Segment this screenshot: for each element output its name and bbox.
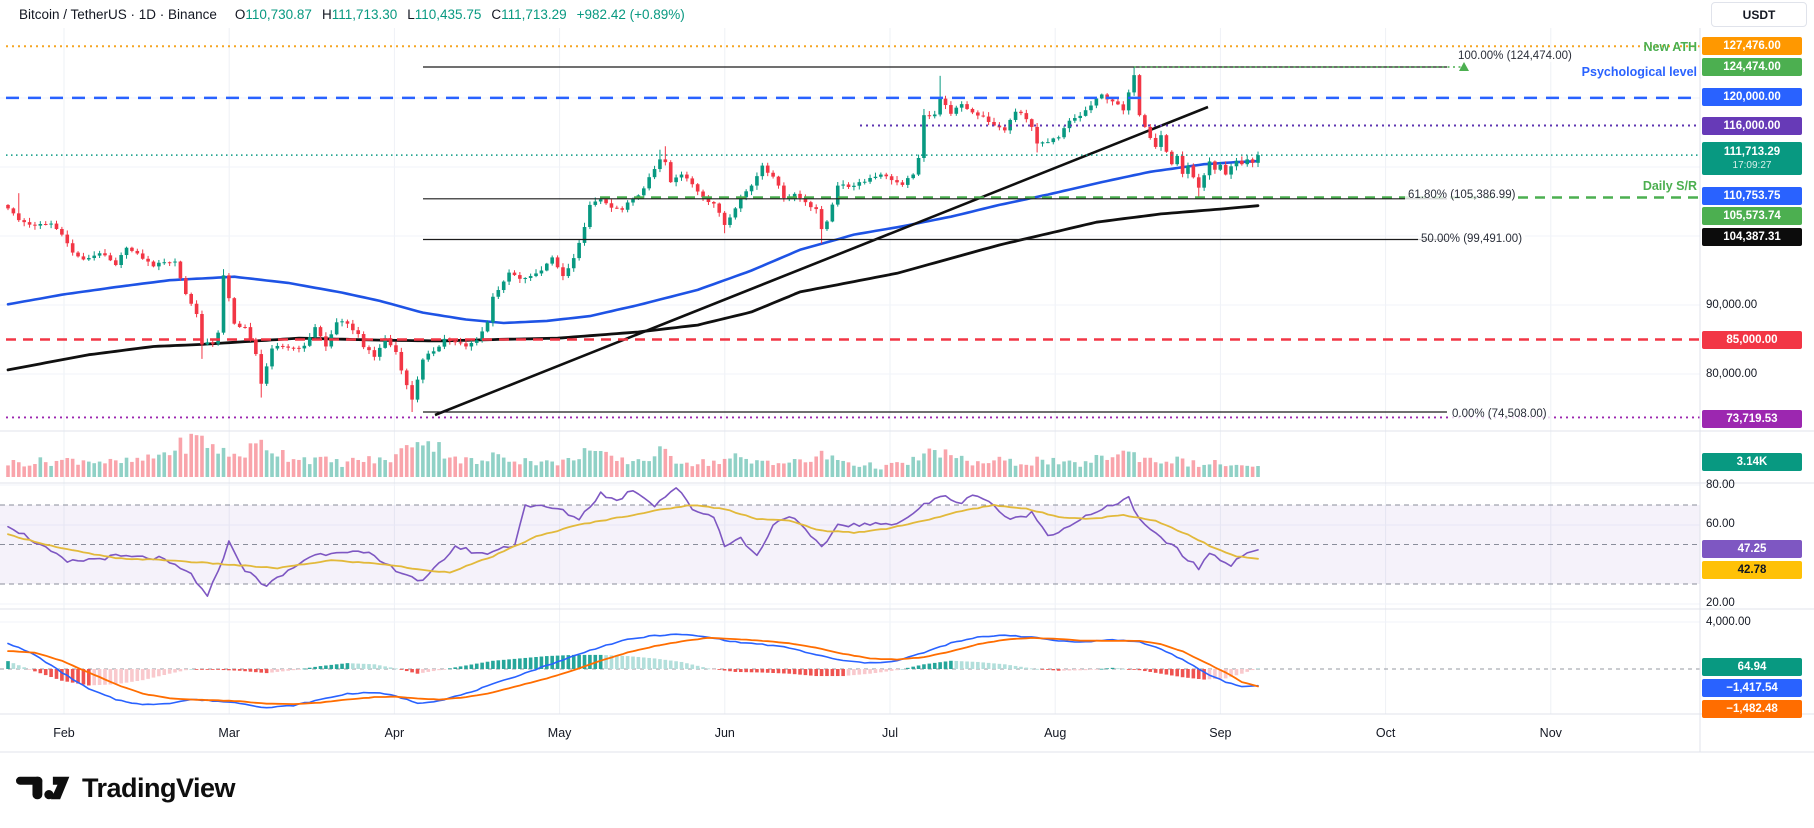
- annotation-new-ath[interactable]: New ATH: [1643, 40, 1697, 54]
- time-axis-label: Feb: [53, 726, 75, 740]
- close-value: 111,713.29: [501, 6, 567, 22]
- volume-bars: [6, 433, 1260, 477]
- chart-legend: Bitcoin / TetherUS · 1D · Binance O110,7…: [0, 0, 1709, 28]
- time-axis-label: Sep: [1209, 726, 1232, 740]
- price-axis-label[interactable]: 64.94: [1702, 658, 1802, 676]
- ma-slow-line: [6, 204, 1260, 372]
- gridlines: [0, 28, 1700, 714]
- tradingview-logo-text: TradingView: [82, 772, 236, 803]
- annotation-daily-sr[interactable]: Daily S/R: [1642, 179, 1697, 193]
- trendline: [434, 105, 1209, 417]
- time-axis-label: Jun: [714, 726, 735, 740]
- time-axis-label: Apr: [384, 726, 405, 740]
- price-axis-label[interactable]: 104,387.31: [1702, 228, 1802, 246]
- price-axis-label[interactable]: −1,482.48: [1702, 700, 1802, 718]
- ohlc-values: O110,730.87 H111,713.30 L110,435.75 C111…: [235, 7, 685, 22]
- fib-label-50[interactable]: 50.00% (99,491.00): [1418, 233, 1526, 245]
- open-value: 110,730.87: [245, 6, 312, 22]
- high-label: H: [321, 6, 332, 22]
- time-axis-label: Oct: [1375, 726, 1396, 740]
- candles: [6, 67, 1260, 412]
- low-label: L: [407, 6, 415, 22]
- currency-unit-button[interactable]: USDT: [1711, 2, 1807, 27]
- time-axis-label: Nov: [1539, 726, 1562, 740]
- low-value: 110,435.75: [414, 6, 482, 22]
- price-axis-label: 20.00: [1706, 597, 1735, 609]
- price-axis-label[interactable]: 116,000.00: [1702, 117, 1802, 135]
- price-axis-label[interactable]: 111,713.29 17:09:27: [1702, 142, 1802, 175]
- symbol-title[interactable]: Bitcoin / TetherUS · 1D · Binance: [19, 6, 217, 22]
- time-axis-label: Aug: [1044, 726, 1067, 740]
- price-axis-label[interactable]: 42.78: [1702, 561, 1802, 579]
- tradingview-logo[interactable]: TradingView: [16, 770, 236, 806]
- fib-label-618[interactable]: 61.80% (105,386.99): [1405, 189, 1519, 201]
- price-axis-label[interactable]: −1,417.54: [1702, 679, 1802, 697]
- price-axis-label: 60.00: [1706, 518, 1735, 530]
- fib-label-100[interactable]: 100.00% (124,474.00): [1455, 50, 1575, 62]
- ma-fast-line: [6, 159, 1260, 325]
- macd-histogram: [6, 654, 1260, 686]
- price-axis-label[interactable]: 73,719.53: [1702, 410, 1802, 428]
- price-axis-label: 90,000.00: [1706, 299, 1758, 311]
- price-axis-label[interactable]: 124,474.00: [1702, 58, 1802, 76]
- price-axis-label[interactable]: 47.25: [1702, 540, 1802, 558]
- price-axis-label: 80.00: [1706, 479, 1735, 491]
- pane-separators: [0, 28, 1814, 753]
- price-axis-label: 80,000.00: [1706, 368, 1758, 380]
- time-axis-label: Mar: [218, 726, 240, 740]
- macd-line: [7, 633, 1259, 709]
- price-axis-label[interactable]: 110,753.75: [1702, 187, 1802, 205]
- rsi-band: [0, 504, 1700, 585]
- high-value: 111,713.30: [331, 6, 398, 22]
- close-label: C: [491, 6, 502, 22]
- price-axis-label[interactable]: 85,000.00: [1702, 331, 1802, 349]
- annotation-psychological-level[interactable]: Psychological level: [1581, 65, 1697, 79]
- rsi-line: [7, 487, 1259, 598]
- price-lines: [6, 45, 1700, 419]
- tradingview-logo-icon: [16, 776, 70, 800]
- macd-signal-line: [7, 636, 1259, 705]
- fib-label-0[interactable]: 0.00% (74,508.00): [1449, 408, 1550, 420]
- time-axis-label: May: [547, 726, 572, 740]
- change-value: +982.42 (+0.89%): [576, 6, 685, 22]
- price-axis-label[interactable]: 120,000.00: [1702, 88, 1802, 106]
- price-axis-label[interactable]: 105,573.74: [1702, 207, 1802, 225]
- open-label: O: [234, 6, 246, 22]
- price-axis-label[interactable]: 127,476.00: [1702, 37, 1802, 55]
- time-axis-label: Jul: [882, 726, 898, 740]
- rsi-ma-line: [7, 503, 1259, 574]
- price-axis-label: 4,000.00: [1706, 616, 1751, 628]
- price-axis-label[interactable]: 3.14K: [1702, 453, 1802, 471]
